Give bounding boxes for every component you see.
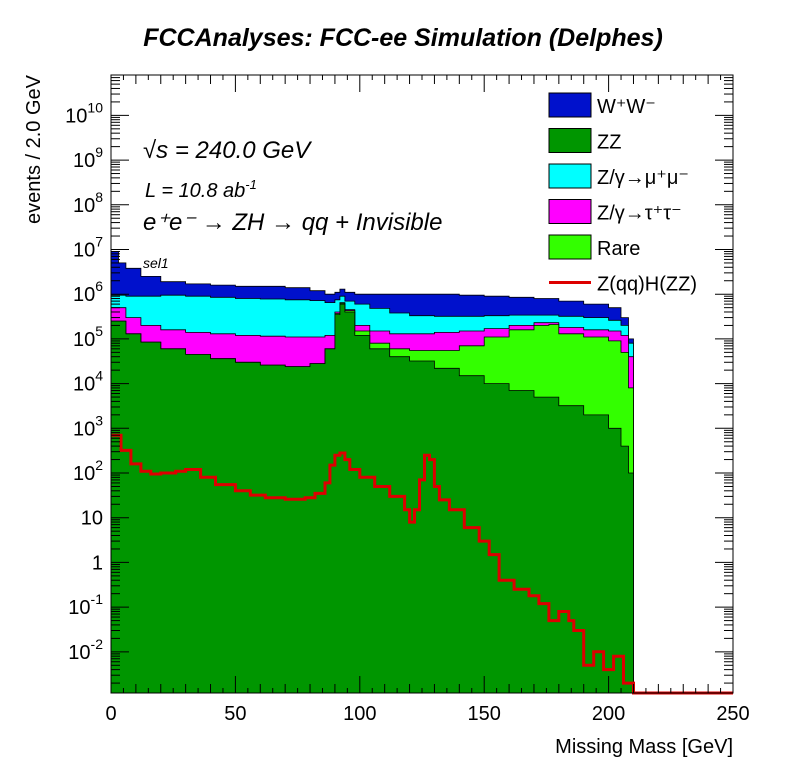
legend-swatch-rare [548,234,592,260]
process-annotation: e⁺e⁻ → ZH → qq + Invisible [143,209,442,236]
y-tick-label: 103 [73,412,103,440]
legend-swatch-mumu [548,163,592,189]
y-tick-label: 10-2 [68,636,103,664]
lumi-sup: -1 [245,177,257,192]
x-tick-label: 200 [592,703,625,725]
y-tick-label: 1010 [65,99,103,127]
x-tick-label: 100 [343,703,376,725]
y-tick-label: 10 [81,508,103,530]
series-zz-area [110,303,634,694]
legend-label-signal: Z(qq)H(ZZ) [597,274,697,296]
energy-s: s [156,137,168,164]
sqrt-symbol: √ [143,137,157,164]
x-axis-label: Missing Mass [GeV] [555,736,733,758]
y-tick-label: 107 [73,233,103,261]
y-tick-label: 1 [92,552,103,574]
energy-annotation: √s = 240.0 GeV [143,137,312,164]
energy-value: = 240.0 GeV [168,137,312,164]
y-tick-label: 104 [73,368,103,396]
x-tick-label: 150 [468,703,501,725]
y-tick-label: 10-1 [68,591,103,619]
lumi-main: L = 10.8 ab [145,180,245,202]
series-layer [110,251,733,695]
x-tick-label: 0 [105,703,116,725]
y-tick-label: 105 [73,323,103,351]
x-tick-label: 250 [716,703,749,725]
legend-label-zz: ZZ [597,132,621,154]
y-tick-label: 108 [73,189,103,217]
x-tick-label: 50 [224,703,246,725]
chart-title: FCCAnalyses: FCC-ee Simulation (Delphes) [143,24,663,52]
luminosity-annotation: L = 10.8 ab-1 [145,177,257,202]
frame-layer: 0 50 100 150 200 250 10-2 10-1 1 10 102 103 104 105 10… [65,74,750,725]
y-tick-label: 102 [73,457,103,485]
legend-swatch-ww [548,92,592,118]
legend-swatch-tautau [548,199,592,224]
selection-annotation: sel1 [143,255,169,271]
y-tick-label: 109 [73,144,103,172]
y-axis-label: events / 2.0 GeV [23,74,45,224]
legend-label-mumu: Z/γ→μ⁺μ⁻ [597,167,689,189]
legend-label-tautau: Z/γ→τ⁺τ⁻ [597,203,682,225]
legend-label-rare: Rare [597,238,640,260]
legend: W⁺W⁻ ZZ Z/γ→μ⁺μ⁻ Z/γ→τ⁺τ⁻ Rare Z(qq)H(ZZ) [548,92,697,296]
legend-label-ww: W⁺W⁻ [597,96,656,118]
annotation-layer: √s = 240.0 GeV L = 10.8 ab-1 e⁺e⁻ → ZH →… [143,137,442,271]
y-tick-label: 106 [73,278,103,306]
legend-swatch-zz [548,128,592,153]
series-signal-line [111,433,733,695]
